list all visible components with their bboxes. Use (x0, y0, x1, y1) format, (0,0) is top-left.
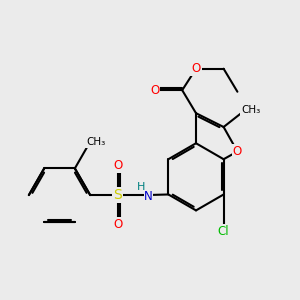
Text: Cl: Cl (218, 225, 230, 238)
Text: N: N (144, 190, 153, 203)
Text: O: O (233, 145, 242, 158)
Text: O: O (150, 84, 159, 97)
Text: CH₃: CH₃ (86, 137, 105, 147)
Text: O: O (113, 159, 122, 172)
Text: H: H (137, 182, 146, 192)
Text: O: O (113, 218, 122, 231)
Text: S: S (113, 188, 122, 202)
Text: O: O (191, 62, 201, 75)
Text: CH₃: CH₃ (241, 105, 260, 115)
